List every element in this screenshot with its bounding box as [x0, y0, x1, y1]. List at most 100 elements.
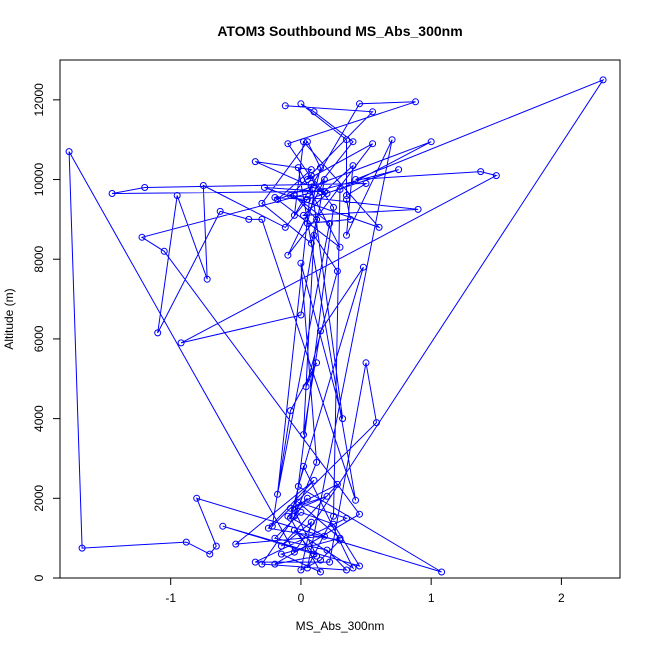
- data-point: [343, 514, 350, 522]
- data-point: [362, 359, 370, 367]
- data-point: [258, 215, 266, 223]
- data-point: [336, 534, 344, 542]
- x-tick-label: -1: [165, 591, 176, 605]
- data-point: [271, 560, 279, 568]
- data-point: [154, 329, 162, 337]
- data-point: [343, 231, 350, 239]
- data-point: [303, 176, 311, 183]
- data-point: [297, 100, 305, 108]
- data-point: [277, 542, 285, 550]
- data-point: [320, 176, 328, 183]
- data-point: [216, 207, 224, 215]
- data-point: [349, 564, 357, 572]
- data-point: [343, 136, 350, 144]
- data-point: [369, 108, 377, 116]
- data-point: [310, 108, 318, 116]
- y-tick-label: 2000: [32, 485, 46, 512]
- data-point: [303, 219, 311, 227]
- data-point: [251, 158, 259, 166]
- data-point: [349, 162, 357, 170]
- data-point: [245, 215, 253, 223]
- data-point: [232, 540, 240, 548]
- data-point: [281, 223, 289, 231]
- data-point: [177, 339, 185, 347]
- data-point: [352, 496, 360, 504]
- data-point: [343, 196, 350, 203]
- data-point: [326, 558, 334, 566]
- series-layer: [65, 76, 607, 576]
- data-point: [359, 263, 367, 271]
- data-point: [310, 550, 318, 558]
- data-point: [303, 196, 311, 203]
- data-point: [317, 327, 324, 335]
- data-point: [307, 518, 315, 526]
- data-point: [427, 138, 435, 146]
- data-point: [294, 164, 302, 172]
- data-point: [330, 512, 337, 520]
- data-point: [173, 192, 181, 199]
- y-tick-label: 12000: [32, 83, 46, 117]
- data-point: [349, 138, 357, 146]
- data-point: [78, 544, 86, 552]
- data-point: [203, 275, 211, 283]
- chart-title: ATOM3 Southbound MS_Abs_300nm: [217, 23, 462, 39]
- data-point: [193, 494, 201, 502]
- y-tick-label: 4000: [32, 405, 46, 432]
- data-point: [294, 498, 302, 506]
- y-tick-label: 10000: [32, 163, 46, 197]
- data-point: [287, 514, 294, 522]
- data-point: [369, 140, 377, 148]
- data-point: [336, 243, 344, 251]
- data-point: [438, 568, 446, 576]
- data-point: [300, 431, 307, 439]
- data-point: [336, 536, 344, 544]
- data-point: [310, 231, 318, 239]
- data-point: [219, 522, 227, 530]
- data-point: [258, 560, 266, 568]
- data-point: [336, 186, 344, 193]
- data-point: [268, 522, 276, 530]
- data-point: [284, 140, 292, 148]
- data-point: [284, 251, 292, 259]
- data-point: [212, 542, 220, 550]
- data-point: [108, 190, 116, 197]
- data-point: [290, 512, 298, 520]
- data-point: [297, 566, 305, 574]
- data-point: [356, 510, 363, 518]
- x-axis: -1 0 1 2: [165, 578, 565, 605]
- data-point: [356, 562, 363, 570]
- data-point: [414, 205, 422, 213]
- data-point: [320, 532, 328, 540]
- y-tick-label: 0: [32, 574, 46, 581]
- plot-frame: [59, 59, 621, 579]
- data-point: [320, 188, 328, 195]
- data-point: [300, 138, 307, 146]
- x-tick-label: 2: [558, 591, 565, 605]
- data-point: [323, 492, 331, 500]
- data-point: [294, 482, 302, 490]
- data-point: [395, 166, 403, 174]
- data-point: [307, 172, 315, 180]
- data-point: [303, 494, 311, 502]
- x-tick-label: 0: [298, 591, 305, 605]
- data-point: [375, 223, 383, 231]
- y-axis-label: Altitude (m): [2, 288, 16, 349]
- data-point: [287, 504, 294, 512]
- data-point: [258, 199, 266, 207]
- data-point: [339, 415, 347, 423]
- data-point: [274, 490, 281, 498]
- data-point: [313, 215, 321, 223]
- data-point: [287, 407, 294, 415]
- data-point: [373, 419, 380, 427]
- data-point: [330, 520, 337, 528]
- data-point: [346, 215, 354, 223]
- data-point: [326, 219, 334, 227]
- data-point: [300, 462, 307, 470]
- data-point: [330, 203, 337, 211]
- data-point: [313, 359, 321, 367]
- data-point: [277, 550, 285, 558]
- x-tick-label: 1: [428, 591, 435, 605]
- data-point: [307, 180, 315, 187]
- data-point: [303, 564, 311, 572]
